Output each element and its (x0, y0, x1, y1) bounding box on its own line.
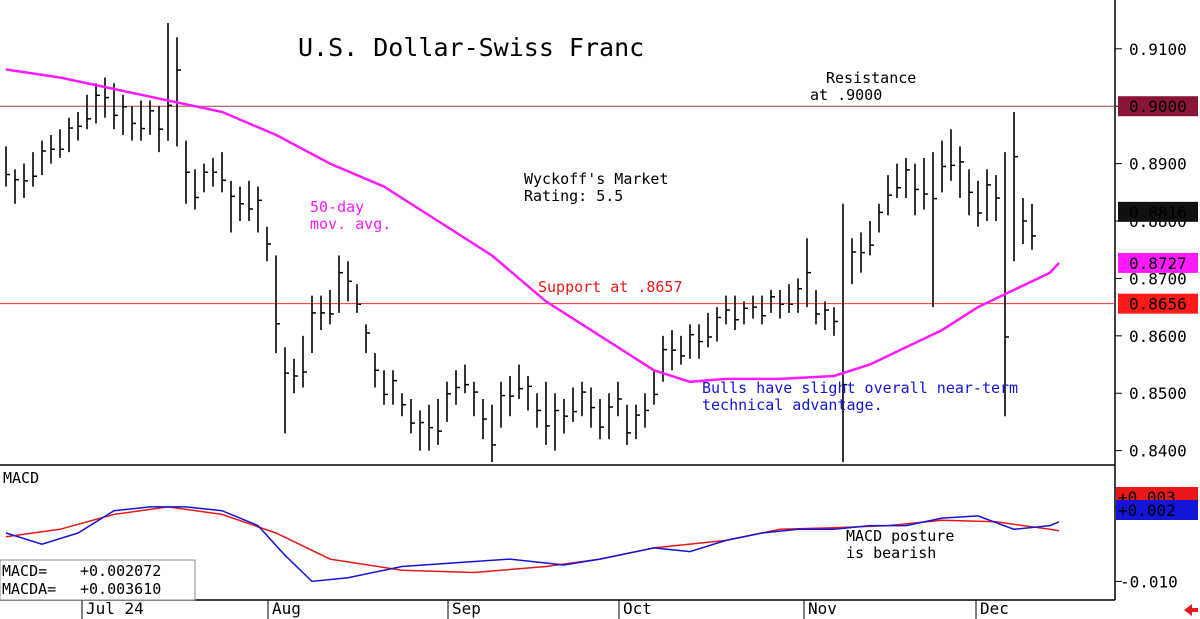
price-tags: 0.9000 0.8816 0.8727 0.8656 (1118, 96, 1198, 314)
macd-tags: +0.003+0.002 (1116, 487, 1198, 520)
macd-comment-line1: MACD posture (846, 527, 954, 545)
comment-line2: technical advantage. (702, 396, 883, 414)
price-tag-label: 0.8816 (1129, 203, 1187, 222)
price-tag-label: 0.8656 (1129, 295, 1187, 314)
macd-tag-box (1116, 500, 1198, 520)
month-label: Oct (623, 599, 652, 618)
moving-average-label-line2: mov. avg. (310, 215, 391, 233)
price-tick-label: 0.9100 (1129, 40, 1187, 59)
macd-comment-line2: is bearish (846, 544, 936, 562)
price-tick-label: 0.8500 (1129, 384, 1187, 403)
rating-label-line1: Wyckoff's Market (524, 170, 669, 188)
price-tick-label: 0.8900 (1129, 155, 1187, 174)
rating-label-line2: Rating: 5.5 (524, 187, 623, 205)
macda-readout-value: +0.003610 (80, 580, 161, 598)
support-label: Support at .8657 (538, 278, 683, 296)
price-tag-box (1118, 201, 1198, 222)
price-tick-label: 0.8700 (1129, 269, 1187, 288)
macda-readout-label: MACDA= (2, 580, 56, 598)
price-tick-label: 0.8400 (1129, 442, 1187, 461)
macd-tag-label: +0.002 (1118, 501, 1176, 520)
macd-panel-title: MACD (3, 469, 39, 487)
macd-line (5, 506, 1060, 583)
price-tag-label: 0.9000 (1129, 97, 1187, 116)
moving-average-label-line1: 50-day (310, 198, 364, 216)
price-tag-box (1118, 96, 1198, 117)
month-label: Dec (980, 599, 1009, 618)
month-label: Sep (452, 599, 481, 618)
macd-readout-label: MACD= (2, 562, 47, 580)
macd-readout-box (0, 559, 196, 601)
price-tag-box (1118, 293, 1198, 314)
month-label: Nov (808, 599, 837, 618)
month-label: Aug (272, 599, 301, 618)
moving-average-line (5, 68, 1060, 384)
month-labels: Jul 24 Aug Sep Oct Nov Dec (81, 599, 1009, 619)
macd-readout-value: +0.002072 (80, 562, 161, 580)
macd-tick-label: -0.010 (1120, 572, 1178, 591)
price-tag-box (1118, 252, 1198, 273)
chart-title: U.S. Dollar-Swiss Franc (298, 33, 644, 62)
resistance-label-line2: at .9000 (810, 86, 882, 104)
price-bars (5, 22, 1036, 463)
month-label: Jul 24 (86, 599, 144, 618)
price-tag-label: 0.8727 (1129, 254, 1187, 273)
comment-line1: Bulls have slight overall near-term (702, 379, 1018, 397)
price-tick-label: 0.8600 (1129, 327, 1187, 346)
resistance-label-line1: Resistance (826, 69, 916, 87)
scroll-back-arrow-icon[interactable] (1184, 604, 1198, 616)
